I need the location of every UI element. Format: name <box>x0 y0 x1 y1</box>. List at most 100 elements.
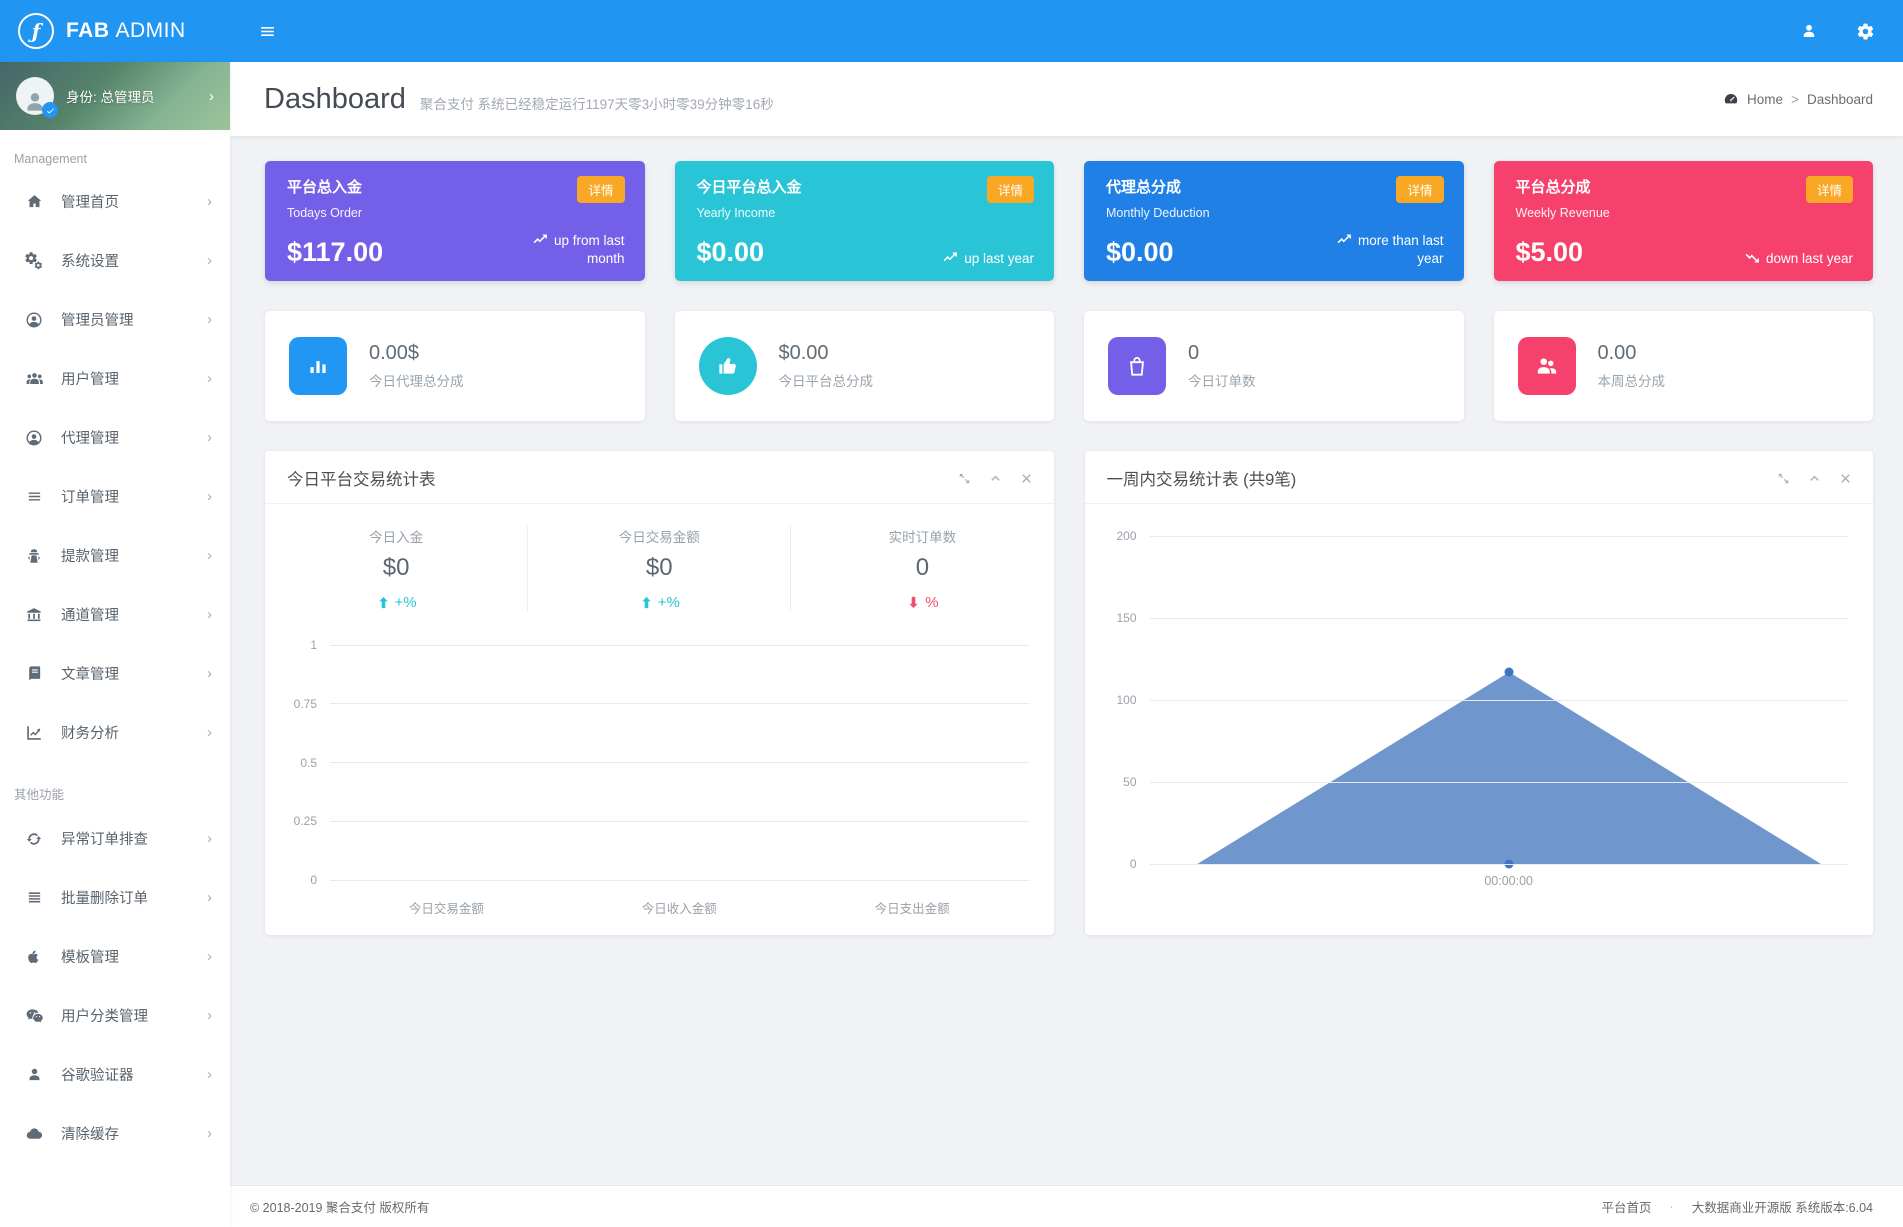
sidebar: 身份: 总管理员 › Management 管理首页 › 系统设置 › 管理员管… <box>0 62 230 1227</box>
sidebar-item-settings[interactable]: 系统设置 › <box>0 231 230 290</box>
sidebar-section-management: Management <box>14 152 87 166</box>
bank-icon <box>24 606 44 624</box>
bar-chart-icon <box>289 337 347 395</box>
sidebar-item-orders[interactable]: 订单管理 › <box>0 467 230 526</box>
sidebar-item-channels[interactable]: 通道管理 › <box>0 585 230 644</box>
kpi-label: 本周总分成 <box>1597 374 1666 389</box>
chevron-up-icon[interactable] <box>988 471 1003 486</box>
chevron-right-icon: › <box>207 830 212 847</box>
chevron-right-icon: › <box>207 1066 212 1083</box>
stat-card-platform-commission: 平台总分成 详情 Weekly Revenue $5.00 down last … <box>1493 161 1873 281</box>
chevron-right-icon: › <box>207 1007 212 1024</box>
today-mini-stats: 今日入金 $0 +% 今日交易金额 $0 +% 实时订单数 <box>265 504 1054 619</box>
chevron-right-icon: › <box>209 87 214 105</box>
page-header: Dashboard 聚合支付 系统已经稳定运行1197天零3小时零39分钟零16… <box>230 62 1903 136</box>
sidebar-item-users[interactable]: 用户管理 › <box>0 349 230 408</box>
chevron-right-icon: › <box>207 665 212 682</box>
stat-card-agent-commission: 代理总分成 详情 Monthly Deduction $0.00 more th… <box>1084 161 1464 281</box>
stat-card-platform-deposit: 平台总入金 详情 Todays Order $117.00 up from la… <box>265 161 645 281</box>
sidebar-item-agents[interactable]: 代理管理 › <box>0 408 230 467</box>
chart-marker-dot <box>1504 667 1514 677</box>
chevron-right-icon: › <box>207 948 212 965</box>
details-button[interactable]: 详情 <box>1805 176 1853 203</box>
chart-line-icon <box>24 724 44 742</box>
kpi-value: $0.00 <box>778 342 829 364</box>
expand-icon[interactable] <box>957 471 972 486</box>
stat-card-subtitle: Weekly Revenue <box>1515 206 1610 220</box>
identity-panel[interactable]: 身份: 总管理员 › <box>0 62 230 130</box>
sidebar-item-templates[interactable]: 模板管理 › <box>0 927 230 986</box>
stat-card-trend: down last year <box>1744 249 1853 268</box>
mini-stat-value: $0 <box>645 554 673 581</box>
gear-icon[interactable] <box>1856 22 1875 41</box>
today-chart-plot: 1 0.75 0.5 0.25 0 <box>285 638 1029 887</box>
sidebar-item-articles[interactable]: 文章管理 › <box>0 644 230 703</box>
sidebar-item-label: 谷歌验证器 <box>61 1068 134 1084</box>
kpi-value: 0.00 <box>1597 342 1637 364</box>
verified-badge-icon <box>42 102 58 118</box>
details-button[interactable]: 详情 <box>1396 176 1444 203</box>
shopping-bag-icon <box>1108 337 1166 395</box>
sidebar-item-label: 提款管理 <box>61 549 119 565</box>
sidebar-item-google-auth[interactable]: 谷歌验证器 › <box>0 1045 230 1104</box>
stat-card-subtitle: Yearly Income <box>696 206 776 220</box>
sidebar-item-withdrawals[interactable]: 提款管理 › <box>0 526 230 585</box>
details-button[interactable]: 详情 <box>986 176 1034 203</box>
admin-user-icon <box>24 311 44 329</box>
expand-icon[interactable] <box>1776 471 1791 486</box>
sidebar-item-label: 模板管理 <box>61 950 119 966</box>
content: 平台总入金 详情 Todays Order $117.00 up from la… <box>230 136 1903 1185</box>
panel-title: 今日平台交易统计表 <box>287 471 436 489</box>
book-icon <box>24 665 44 682</box>
close-icon[interactable] <box>1838 471 1853 486</box>
brand: ƒ FAB ADMIN <box>0 13 230 49</box>
sidebar-item-clear-cache[interactable]: 清除缓存 › <box>0 1104 230 1163</box>
close-icon[interactable] <box>1019 471 1034 486</box>
week-chart-xlabel: 00:00:00 <box>1484 874 1534 888</box>
sidebar-item-label: 用户管理 <box>61 372 119 388</box>
chevron-right-icon: › <box>207 606 212 623</box>
stat-card-value: $5.00 <box>1515 237 1584 267</box>
hamburger-icon[interactable] <box>258 22 277 41</box>
main-area: Dashboard 聚合支付 系统已经稳定运行1197天零3小时零39分钟零16… <box>230 62 1903 1227</box>
stat-card-subtitle: Todays Order <box>287 206 363 220</box>
sidebar-item-home[interactable]: 管理首页 › <box>0 172 230 231</box>
sidebar-item-label: 用户分类管理 <box>61 1009 148 1025</box>
kpi-label: 今日订单数 <box>1188 374 1256 389</box>
sidebar-item-finance[interactable]: 财务分析 › <box>0 703 230 762</box>
arrow-up-icon <box>639 595 654 610</box>
breadcrumb-home[interactable]: Home <box>1747 91 1784 107</box>
brand-text: FAB ADMIN <box>66 19 186 43</box>
sidebar-item-user-categories[interactable]: 用户分类管理 › <box>0 986 230 1045</box>
users-group-icon <box>24 369 44 388</box>
breadcrumb-separator: > <box>1791 91 1799 107</box>
stat-card-trend: up from last month <box>497 231 625 268</box>
bars-icon <box>24 889 44 906</box>
mini-stat-realtime-orders: 实时订单数 0 % <box>790 526 1053 611</box>
chevron-up-icon[interactable] <box>1807 471 1822 486</box>
kpi-value: 0.00$ <box>369 342 420 364</box>
sidebar-item-admins[interactable]: 管理员管理 › <box>0 290 230 349</box>
sidebar-item-label: 文章管理 <box>61 667 119 683</box>
user-icon[interactable] <box>1800 22 1818 40</box>
sidebar-item-abnormal-orders[interactable]: 异常订单排查 › <box>0 809 230 868</box>
breadcrumb: Home > Dashboard <box>1723 91 1873 107</box>
mini-stat-value: $0 <box>382 554 410 581</box>
footer-separator: · <box>1669 1199 1674 1214</box>
topbar-actions <box>1800 22 1903 41</box>
details-button[interactable]: 详情 <box>577 176 625 203</box>
stat-card-trend: more than last year <box>1316 231 1444 268</box>
mini-stat-trend: % <box>791 594 1053 611</box>
kpi-label: 今日平台总分成 <box>778 374 874 389</box>
chevron-right-icon: › <box>207 311 212 328</box>
gauge-icon <box>1723 91 1739 107</box>
sidebar-item-batch-delete[interactable]: 批量删除订单 › <box>0 868 230 927</box>
today-chart-xlabels: 今日交易金额 今日收入金额 今日支出金额 <box>408 902 950 916</box>
chevron-right-icon: › <box>207 1125 212 1142</box>
panel-title: 一周内交易统计表 (共9笔) <box>1106 471 1297 489</box>
chevron-right-icon: › <box>207 252 212 269</box>
footer-home-link[interactable]: 平台首页 <box>1601 1201 1652 1215</box>
thumbs-up-icon <box>698 337 757 395</box>
brand-logo-icon: ƒ <box>18 13 54 49</box>
chevron-right-icon: › <box>207 724 212 741</box>
